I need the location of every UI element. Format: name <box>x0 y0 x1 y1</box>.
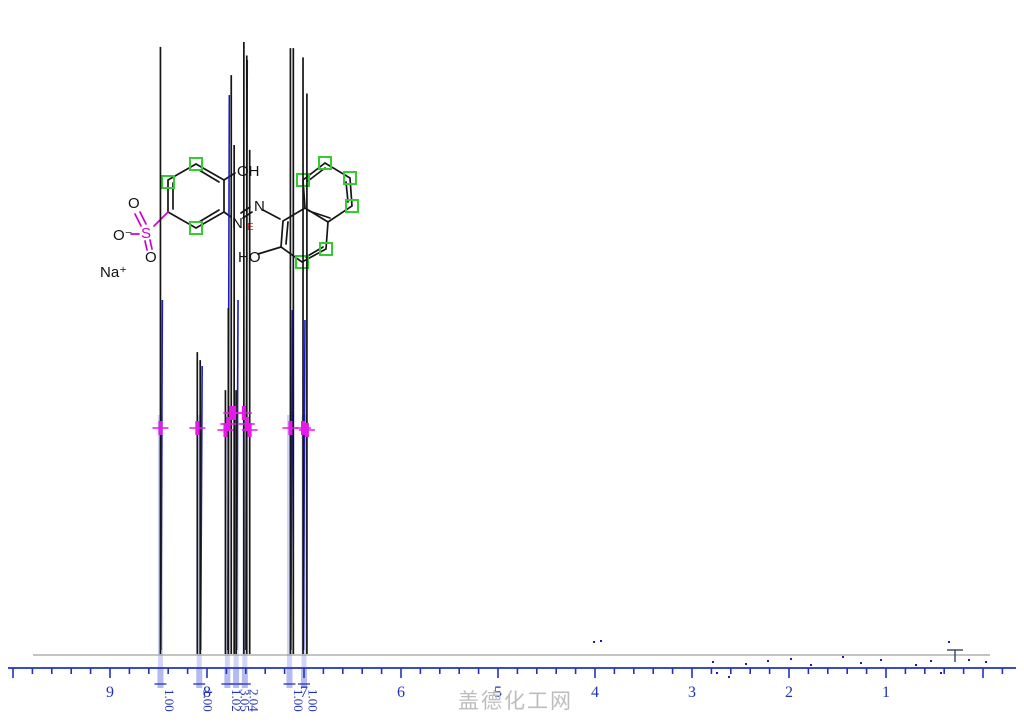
noise-speck <box>948 641 950 643</box>
h-highlight-square <box>189 221 203 235</box>
integral-region-strip <box>196 415 202 668</box>
noise-speck <box>842 656 844 658</box>
peak-marker-cross <box>288 421 293 435</box>
x-axis: 9 8 7 6 5 4 3 2 1 <box>8 667 1016 701</box>
h-highlight-square <box>189 157 203 171</box>
axis-tick-label: 2 <box>785 684 793 701</box>
integral-region-strip <box>242 415 248 668</box>
peak-marker-cross <box>195 421 200 435</box>
integral-labels: 1.00 1.00 1.023.052.04 1.00 1.00 <box>154 683 321 712</box>
atom-label-o-bottom: O <box>145 249 157 266</box>
noise-speck <box>600 640 602 642</box>
integral-value-label: 1.00 <box>162 689 177 712</box>
noise-specks <box>593 640 987 678</box>
noise-speck <box>716 672 718 674</box>
watermark: 盖德化工网 <box>458 690 573 713</box>
noise-speck <box>860 662 862 664</box>
integral-value-label: 3.05 <box>238 689 253 712</box>
peak-marker-cross <box>158 421 163 435</box>
atom-label-oh-top: OH <box>237 163 260 180</box>
peak-marker-cross <box>304 423 309 437</box>
right-edge-artifact <box>947 649 963 662</box>
axis-tick-label: 8 <box>203 684 211 701</box>
counterion-label-na: Na⁺ <box>100 264 127 281</box>
integral-value-label: 1.00 <box>291 689 306 712</box>
integral-region-strips <box>157 415 307 688</box>
sulfonate-group <box>130 211 153 251</box>
atom-label-s: S <box>141 225 151 242</box>
peak-marker-cross <box>244 417 249 431</box>
integral-drop-line <box>224 668 231 688</box>
axis-tick-label: 9 <box>106 684 114 701</box>
noise-speck <box>985 661 987 663</box>
noise-speck <box>915 664 917 666</box>
axis-tick-label: 3 <box>688 684 696 701</box>
atom-label-n1: N <box>232 215 243 232</box>
noise-speck <box>728 676 730 678</box>
noise-speck <box>940 672 942 674</box>
atom-label-o-top: O <box>128 195 140 212</box>
integral-drop-line <box>157 668 164 688</box>
axis-tick-label: 6 <box>397 684 405 701</box>
nmr-peaks <box>159 42 308 654</box>
peak-marker-cross <box>223 423 228 437</box>
integral-value-label: 2.04 <box>246 689 261 712</box>
integral-curves <box>160 59 306 651</box>
atom-label-o-minus: O⁻ <box>113 227 133 244</box>
h-highlight-square <box>345 199 359 213</box>
h-highlight-square <box>161 175 175 189</box>
h-highlight-square <box>343 171 357 185</box>
integral-region-strip <box>286 415 292 668</box>
peak-marker-cross <box>247 423 252 437</box>
integral-drop-line <box>233 668 240 688</box>
noise-speck <box>767 660 769 662</box>
atom-label-n2: N <box>254 198 265 215</box>
benzene-ring <box>153 163 236 229</box>
integral-drop-line <box>196 668 203 688</box>
axis-tick-label: 7 <box>300 684 308 701</box>
noise-speck <box>880 659 882 661</box>
integral-value-label: 1.00 <box>306 689 321 712</box>
peak-marker-cross <box>301 421 306 435</box>
noise-speck <box>790 658 792 660</box>
noise-speck <box>712 661 714 663</box>
integral-value-label: 1.02 <box>229 689 244 712</box>
peak-marker-cross <box>232 406 237 420</box>
noise-speck <box>745 663 747 665</box>
peak-marker-cross <box>241 406 246 420</box>
integral-value-label: 1.00 <box>201 689 216 712</box>
peak-marker-cross <box>226 417 231 431</box>
peak-pick-markers <box>152 406 315 437</box>
naphthalene-ring <box>257 161 353 264</box>
h-highlight-square <box>319 242 333 256</box>
integral-drop-line <box>241 668 248 688</box>
axis-tick-label: 5 <box>494 684 502 701</box>
axis-tick-label: 1 <box>882 684 890 701</box>
h-highlight-square <box>318 156 332 170</box>
h-highlight-square <box>295 255 309 269</box>
noise-speck <box>810 664 812 666</box>
noise-speck <box>930 660 932 662</box>
noise-speck <box>968 659 970 661</box>
noise-speck <box>593 641 595 643</box>
axis-tick-label: 4 <box>591 684 599 701</box>
integral-drop-line <box>286 668 293 688</box>
